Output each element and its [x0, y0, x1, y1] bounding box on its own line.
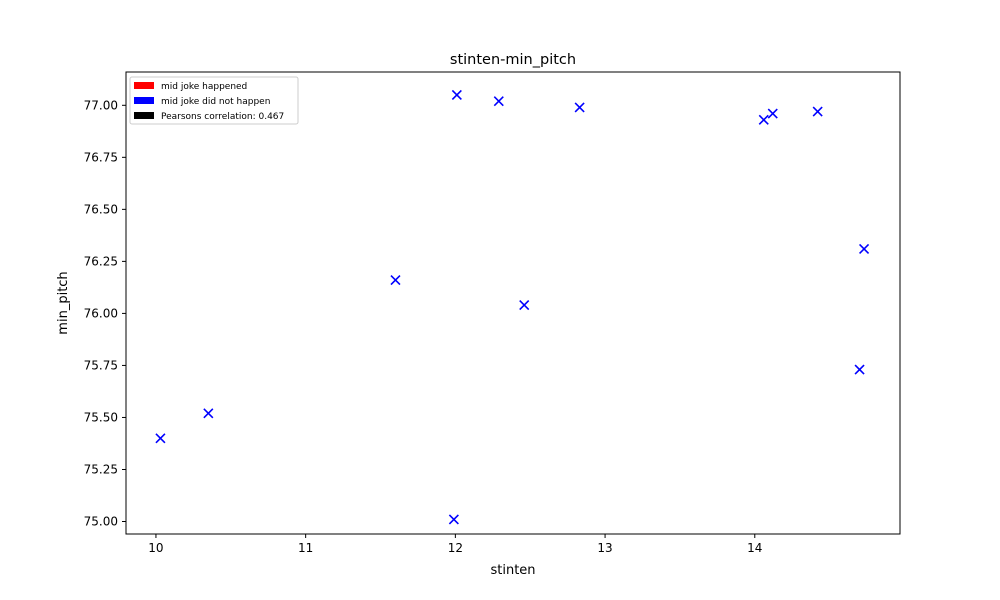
y-axis: 75.00 75.25 75.50 75.75 76.00 76.25 76.50 76.75…	[84, 98, 126, 529]
y-tick-label: 76.75	[84, 150, 118, 164]
x-tick-label: 13	[597, 541, 612, 555]
x-tick-label: 10	[148, 541, 163, 555]
y-tick-label: 75.75	[84, 358, 118, 372]
y-tick-label: 76.25	[84, 254, 118, 268]
y-tick-label: 77.00	[84, 98, 118, 112]
y-tick-label: 76.50	[84, 202, 118, 216]
x-tick-label: 14	[747, 541, 762, 555]
data-point	[767, 108, 778, 119]
data-point	[493, 96, 504, 107]
legend-swatch	[134, 82, 154, 89]
x-axis-label: stinten	[490, 563, 535, 578]
data-point	[854, 364, 865, 375]
y-tick-label: 75.25	[84, 462, 118, 476]
legend-label: mid joke happened	[161, 82, 247, 92]
data-point	[812, 106, 823, 117]
data-point	[519, 300, 530, 311]
data-point	[390, 275, 401, 286]
data-point	[155, 433, 166, 444]
data-point	[859, 243, 870, 254]
data-point	[203, 408, 214, 419]
data-point	[574, 102, 585, 113]
x-tick-label: 11	[298, 541, 313, 555]
legend-box	[129, 76, 299, 125]
chart-title: stinten-min_pitch	[450, 52, 576, 68]
data-point	[451, 89, 462, 100]
x-tick-label: 12	[448, 541, 463, 555]
y-tick-label: 76.00	[84, 306, 118, 320]
legend-label: mid joke did not happen	[161, 97, 270, 107]
y-axis-label: min_pitch	[56, 271, 71, 334]
x-axis: 10 11 12 13 14	[148, 534, 762, 555]
legend-swatch	[134, 112, 154, 119]
data-points	[155, 89, 870, 525]
y-tick-label: 75.50	[84, 410, 118, 424]
data-point	[758, 114, 769, 125]
legend-swatch	[134, 97, 154, 104]
legend: mid joke happened mid joke did not happen…	[129, 76, 299, 125]
plot-area-frame	[125, 71, 901, 535]
y-tick-label: 75.00	[84, 515, 118, 529]
legend-label: Pearsons correlation: 0.467	[161, 112, 284, 122]
data-point	[448, 514, 459, 525]
